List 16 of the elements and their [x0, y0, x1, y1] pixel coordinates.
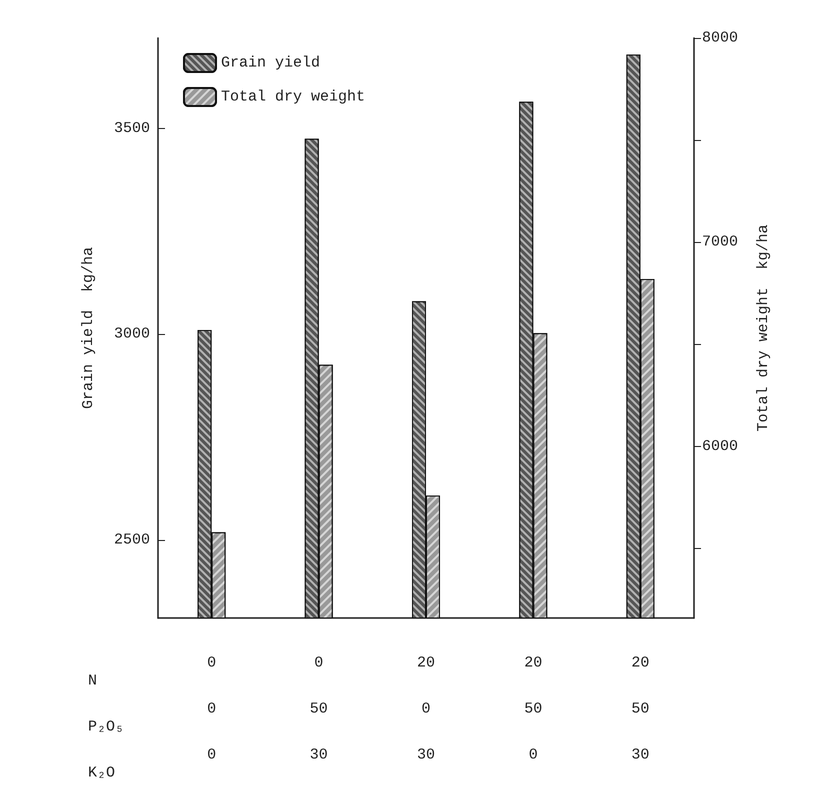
category-label: 20 0 30: [416, 654, 436, 764]
y2-axis-title: Total dry weight kg/ha: [755, 224, 772, 432]
category-label: 0 0 0: [207, 654, 216, 764]
y2-tick-label: 8000: [702, 30, 738, 46]
y2-tick-label: 6000: [702, 438, 738, 455]
y-tick-label: 3000: [114, 326, 150, 343]
y2-tick-label: 7000: [702, 234, 738, 251]
category-label: 20 50 0: [524, 654, 542, 764]
y-tick-label: 2500: [114, 531, 150, 548]
y-axis-title: Grain yield kg/ha: [80, 246, 97, 410]
category-label: 0 50 30: [310, 654, 328, 764]
category-label: 20 50 30: [631, 654, 650, 764]
y-tick-label: 3500: [114, 120, 150, 137]
text: N P₂O₅ K₂O: [88, 672, 124, 782]
legend-label: Grain yield: [221, 54, 320, 72]
legend-label: Total dry weight: [221, 88, 366, 106]
